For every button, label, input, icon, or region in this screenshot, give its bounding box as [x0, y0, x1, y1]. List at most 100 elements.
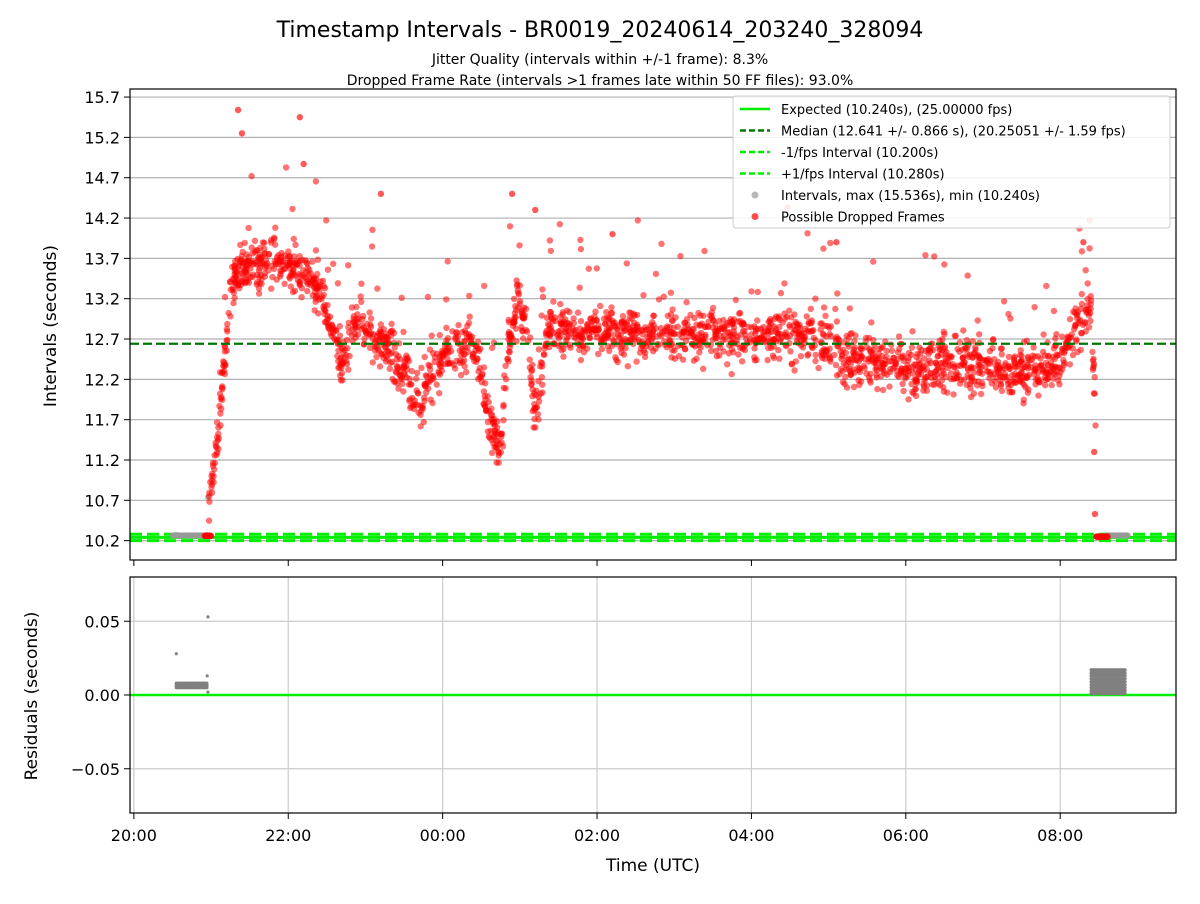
dropped-frame-point	[606, 314, 613, 321]
dropped-frame-point	[593, 317, 600, 324]
dropped-frame-point	[899, 380, 906, 387]
dropped-frame-point	[819, 354, 826, 362]
dropped-frame-point	[369, 226, 376, 233]
dropped-frame-point	[929, 340, 936, 347]
dropped-frame-point	[786, 321, 793, 329]
dropped-frame-point	[900, 357, 907, 364]
dropped-frame-point	[927, 360, 934, 367]
dropped-frame-point	[1055, 364, 1062, 371]
dropped-frame-point	[320, 305, 327, 313]
dropped-frame-point	[872, 366, 879, 373]
dropped-frame-point	[639, 331, 647, 338]
dropped-frame-point	[738, 358, 746, 365]
dropped-frame-point	[452, 334, 459, 341]
residual-point	[1123, 671, 1127, 675]
dropped-frame-point	[776, 330, 784, 338]
dropped-frame-point	[953, 369, 960, 376]
dropped-frame-point	[609, 230, 616, 238]
dropped-frame-point	[261, 239, 268, 246]
residuals-plot-area	[130, 615, 1176, 697]
dropped-frame-point	[1043, 282, 1050, 290]
dropped-frame-point	[833, 318, 841, 325]
dropped-frame-point	[567, 344, 574, 351]
dropped-frame-point	[520, 315, 527, 322]
y-tick-label: 12.2	[84, 370, 120, 389]
dropped-frame-point	[488, 449, 496, 457]
dropped-frame-point	[391, 344, 398, 351]
dropped-frame-point	[820, 304, 828, 311]
dropped-frame-point	[377, 326, 384, 334]
dropped-frame-point	[538, 374, 546, 381]
dropped-frame-point	[243, 262, 250, 269]
dropped-frame-point	[1066, 361, 1074, 368]
dropped-frame-point	[653, 333, 660, 340]
dropped-frame-point	[494, 418, 501, 425]
dropped-frame-point	[895, 333, 903, 340]
dropped-frame-point	[316, 287, 323, 294]
dropped-frame-point	[508, 190, 516, 198]
dropped-frame-point	[533, 387, 540, 394]
dropped-frame-point	[206, 493, 213, 500]
dropped-frame-point	[372, 343, 379, 350]
y-tick-label: 11.7	[84, 411, 120, 430]
x-tick-label: 02:00	[574, 826, 620, 845]
dropped-frame-point	[532, 206, 539, 214]
dropped-frame-point	[376, 363, 384, 370]
dropped-frame-point	[576, 341, 583, 349]
dropped-frame-point	[218, 405, 225, 412]
dropped-frame-point	[583, 321, 591, 329]
dropped-frame-point	[937, 345, 944, 353]
legend-expected-label: Expected (10.240s), (25.00000 fps)	[781, 103, 1012, 118]
dropped-frame-point	[282, 164, 290, 171]
dropped-frame-point	[995, 369, 1002, 377]
dropped-frame-point	[595, 322, 602, 329]
dropped-frame-point	[605, 326, 613, 334]
dropped-frame-point	[696, 322, 703, 329]
dropped-frame-point	[421, 397, 428, 404]
dropped-frame-point	[404, 354, 411, 361]
dropped-frame-point	[529, 361, 536, 369]
dropped-frame-point	[767, 344, 775, 352]
dropped-frame-point	[312, 247, 320, 254]
dropped-frame-point	[1045, 353, 1052, 360]
dropped-frame-point	[730, 324, 738, 331]
dropped-frame-point	[820, 245, 827, 252]
dropped-frame-point	[463, 368, 470, 376]
dropped-frame-point	[258, 253, 265, 261]
dropped-frame-point	[357, 293, 364, 300]
dropped-frame-point	[991, 356, 998, 363]
dropped-frame-point	[1040, 331, 1047, 338]
dropped-frame-point	[334, 352, 341, 360]
dropped-frame-point	[359, 316, 366, 323]
dropped-frame-point	[1092, 422, 1099, 429]
residual-point	[206, 615, 210, 619]
dropped-frame-point	[912, 385, 919, 392]
residuals-y-axis-label: Residuals (seconds)	[22, 612, 42, 781]
dropped-frame-point	[883, 347, 890, 355]
dropped-frame-point	[577, 245, 585, 253]
dropped-frame-point	[334, 280, 342, 287]
dropped-frame-point	[755, 337, 762, 344]
dropped-frame-point	[1006, 365, 1013, 372]
dropped-frame-point	[777, 289, 785, 297]
dropped-frame-point	[850, 346, 858, 353]
dropped-frame-point	[224, 336, 231, 344]
dropped-frame-point	[345, 366, 352, 373]
dropped-frame-point	[960, 376, 968, 383]
x-tick-label: 08:00	[1037, 826, 1083, 845]
dropped-frame-point	[310, 277, 317, 285]
dropped-frame-point	[787, 348, 794, 355]
dropped-frame-point	[352, 323, 359, 331]
dropped-frame-point	[826, 330, 833, 338]
dropped-frame-point	[950, 391, 957, 398]
dropped-frame-point	[386, 365, 393, 372]
dropped-frame-point	[754, 317, 761, 324]
dropped-frame-point	[466, 313, 473, 320]
dropped-frame-point	[977, 390, 985, 398]
dropped-frame-point	[960, 354, 967, 361]
dropped-frame-point	[326, 313, 334, 320]
dropped-frame-point	[963, 337, 970, 344]
dropped-frame-point	[1018, 352, 1025, 359]
dropped-frame-point	[812, 295, 819, 302]
